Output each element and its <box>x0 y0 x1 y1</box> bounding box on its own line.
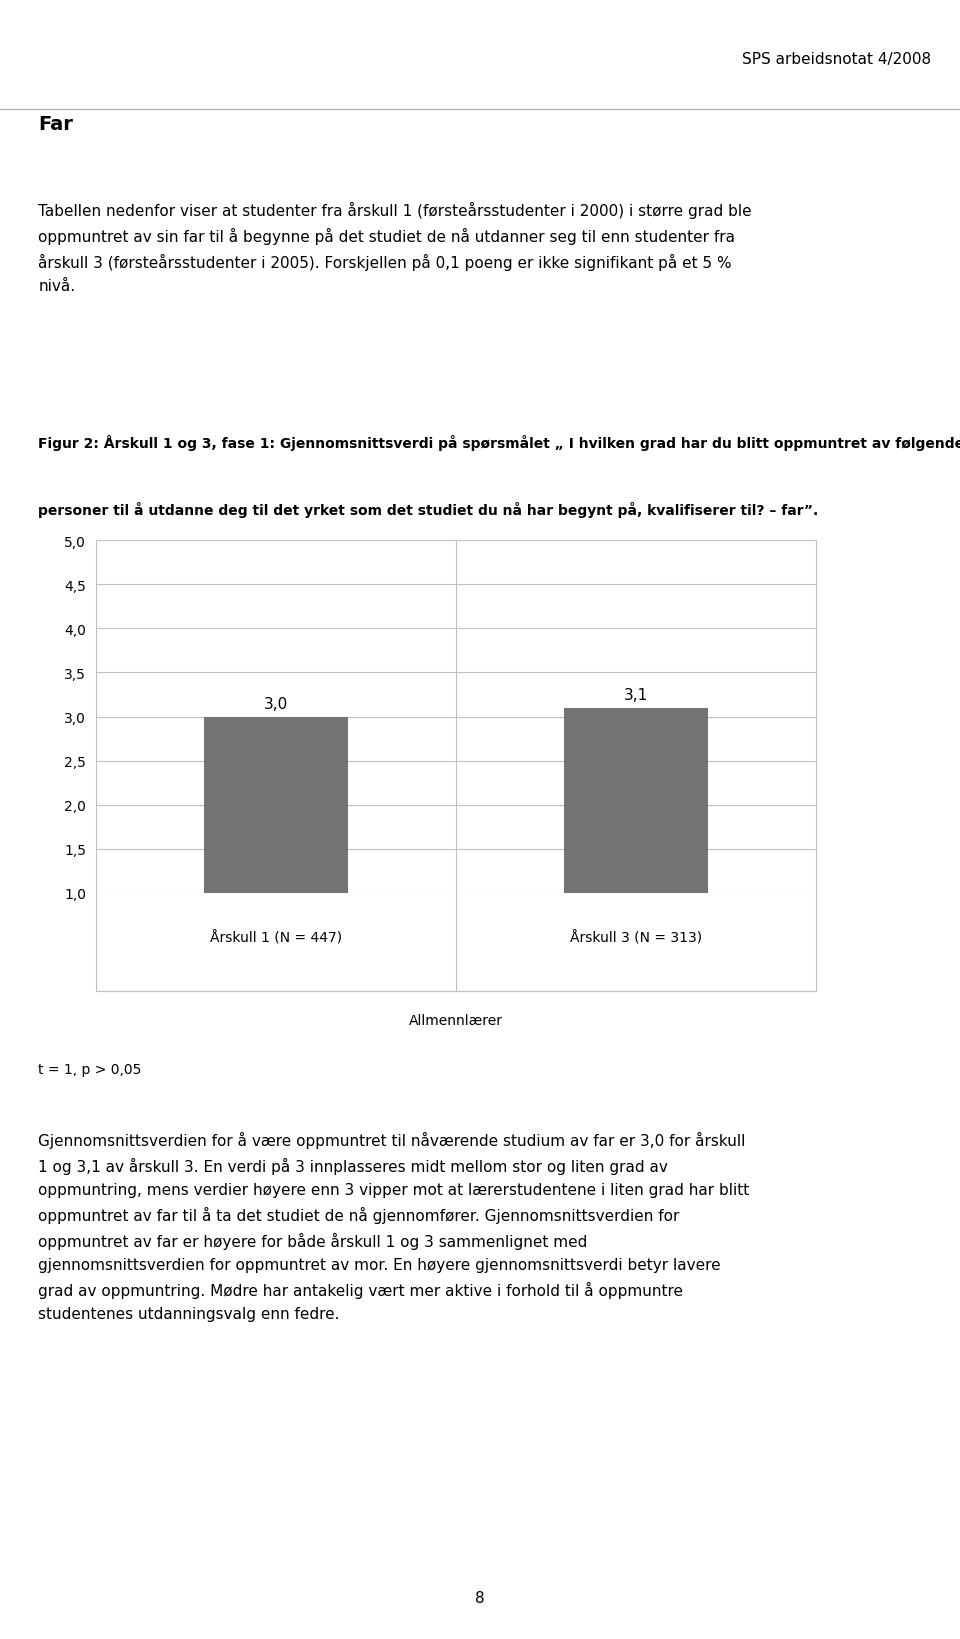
Text: 8: 8 <box>475 1590 485 1606</box>
Text: Årskull 3 (N = 313): Årskull 3 (N = 313) <box>570 931 702 944</box>
Text: Far: Far <box>38 115 73 134</box>
Text: Tabellen nedenfor viser at studenter fra årskull 1 (førsteårsstudenter i 2000) i: Tabellen nedenfor viser at studenter fra… <box>38 202 752 293</box>
Text: 3,0: 3,0 <box>264 697 288 711</box>
Text: Årskull 1 (N = 447): Årskull 1 (N = 447) <box>210 931 342 944</box>
Text: Figur 2: Årskull 1 og 3, fase 1: Gjennomsnittsverdi på spørsmålet „ I hvilken gr: Figur 2: Årskull 1 og 3, fase 1: Gjennom… <box>38 434 960 451</box>
Text: t = 1, p > 0,05: t = 1, p > 0,05 <box>38 1062 142 1077</box>
Bar <box>564 708 708 982</box>
Text: personer til å utdanne deg til det yrket som det studiet du nå har begynt på, kv: personer til å utdanne deg til det yrket… <box>38 502 819 518</box>
Text: SPS arbeidsnotat 4/2008: SPS arbeidsnotat 4/2008 <box>742 52 931 67</box>
Text: 3,1: 3,1 <box>624 688 648 703</box>
Text: Gjennomsnittsverdien for å være oppmuntret til nåværende studium av far er 3,0 f: Gjennomsnittsverdien for å være oppmuntr… <box>38 1131 750 1321</box>
Bar <box>204 716 348 982</box>
Text: Allmennlærer: Allmennlærer <box>409 1013 503 1028</box>
